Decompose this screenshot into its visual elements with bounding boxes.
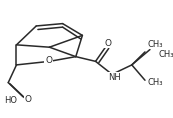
- Text: NH: NH: [108, 73, 121, 82]
- Text: CH₃: CH₃: [147, 78, 163, 86]
- Text: O: O: [104, 39, 111, 48]
- Text: HO: HO: [4, 96, 17, 105]
- Text: CH₃: CH₃: [159, 50, 173, 59]
- Text: O: O: [25, 95, 31, 104]
- Text: O: O: [45, 56, 52, 65]
- Text: CH₃: CH₃: [147, 40, 163, 49]
